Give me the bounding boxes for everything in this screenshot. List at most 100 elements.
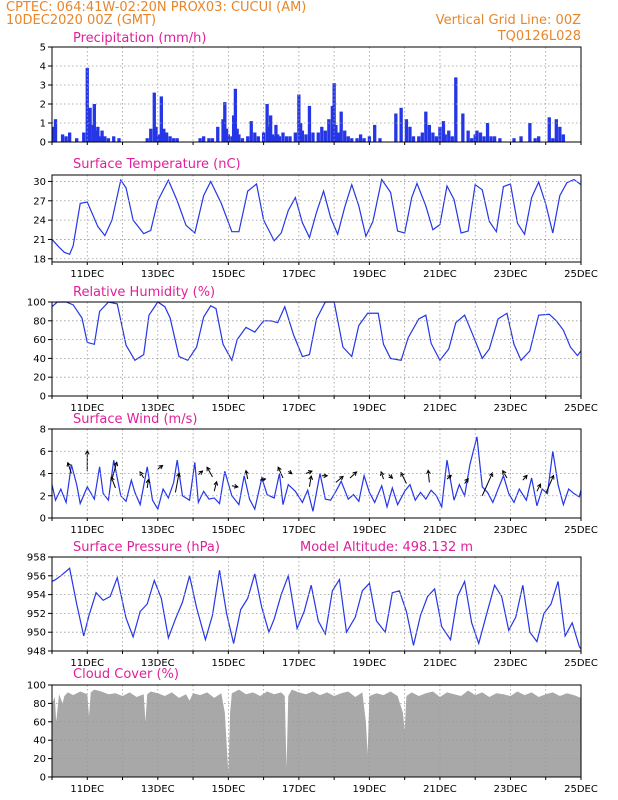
pressure-xtick-label: 21DEC	[423, 658, 457, 669]
wind-arrow-shaft	[213, 481, 218, 492]
wind-arrow	[522, 474, 528, 481]
header-grid-note: Vertical Grid Line: 00Z	[436, 13, 581, 28]
precip-bar	[399, 107, 403, 142]
precip-bar	[198, 138, 202, 142]
precip-ytick-label: 5	[40, 43, 46, 54]
temp-xtick-label: 17DEC	[282, 269, 316, 280]
precip-bar	[207, 138, 211, 142]
pressure-xtick-label: 13DEC	[141, 658, 175, 669]
precip-bar	[300, 130, 305, 142]
wind-arrow	[388, 474, 394, 479]
pressure-annotation: Model Altitude: 498.132 m	[300, 540, 473, 555]
cloud-xtick-label: 17DEC	[282, 784, 316, 795]
precip-bar	[226, 134, 230, 142]
precip-bar	[235, 128, 239, 142]
pressure-ytick-label: 948	[27, 647, 46, 658]
wind-arrow-shaft	[308, 475, 312, 487]
wind-xtick-label: 17DEC	[282, 525, 316, 536]
precip-bar	[112, 136, 116, 142]
cloud-ytick-label: 0	[40, 773, 46, 784]
wind-arrow	[335, 475, 344, 483]
wind-arrow-head	[488, 471, 494, 477]
precip-bar	[443, 134, 447, 142]
precip-ytick-label: 0	[40, 138, 46, 149]
wind-arrow	[426, 469, 431, 483]
wind-arrow-head	[400, 471, 405, 477]
wind-arrow-shaft	[277, 466, 284, 479]
pressure-ytick-label: 952	[27, 609, 46, 620]
precip-bar	[246, 136, 250, 142]
precip-bar	[240, 138, 245, 142]
precip-bar	[94, 130, 98, 142]
cloud-xtick-label: 21DEC	[423, 784, 457, 795]
temp-xtick-label: 23DEC	[494, 269, 528, 280]
rh-xtick-label: 23DEC	[494, 403, 528, 414]
precip-ytick-label: 1	[40, 119, 46, 130]
precip-bar	[434, 136, 439, 142]
precip-bar	[51, 126, 56, 142]
wind-arrow	[305, 470, 313, 475]
pressure-xtick-label: 17DEC	[282, 658, 316, 669]
cloud-xtick-label: 25DEC	[564, 784, 598, 795]
precip-bar	[175, 138, 179, 142]
precip-bar	[88, 107, 92, 142]
precip-bar	[411, 136, 416, 142]
wind-arrow-head	[176, 472, 181, 478]
precip-bar	[533, 138, 537, 142]
wind-arrow-head	[352, 471, 358, 476]
precip-bar	[350, 138, 354, 142]
precip-bar	[149, 128, 153, 142]
precip-bar	[447, 130, 451, 142]
precip-bar	[172, 138, 176, 142]
temp-ytick-label: 18	[33, 254, 46, 265]
precip-bar	[461, 113, 465, 142]
wind-xtick-label: 13DEC	[141, 525, 175, 536]
precip-bar	[482, 136, 486, 142]
rh-xtick-label: 19DEC	[353, 403, 387, 414]
precip-bar	[159, 96, 163, 142]
precip-bar	[417, 136, 421, 142]
temp-xtick-label: 15DEC	[211, 269, 245, 280]
pressure-series-line	[51, 567, 582, 650]
rh-ytick-label: 100	[27, 298, 46, 309]
cloud-ytick-label: 80	[33, 699, 46, 710]
precip-bar	[336, 132, 341, 142]
precip-bar	[343, 130, 347, 142]
pressure-xtick-label: 19DEC	[353, 658, 387, 669]
precip-bar	[450, 136, 454, 142]
cloud-title: Cloud Cover (%)	[73, 667, 179, 682]
rh-title: Relative Humidity (%)	[73, 285, 215, 300]
precip-bar	[152, 92, 156, 142]
wind-arrow-head	[523, 474, 528, 480]
pressure-frame	[51, 556, 582, 652]
wind-arrow-shaft	[139, 471, 145, 479]
precip-bar	[267, 126, 271, 142]
precip-bar	[106, 138, 111, 142]
precip-bar	[64, 136, 68, 142]
precip-bar	[332, 83, 336, 142]
wind-arrow-head	[502, 469, 507, 475]
precip-bar	[466, 130, 470, 142]
precip-bar	[92, 104, 96, 142]
precip-bar	[554, 119, 558, 142]
precip-bar	[470, 138, 474, 142]
wind-arrow-head	[110, 476, 115, 482]
precip-bar	[223, 102, 227, 142]
precip-bar	[117, 138, 121, 142]
wind-arrow	[174, 472, 181, 493]
wind-arrow-head	[84, 449, 90, 455]
wind-arrow-head	[158, 464, 164, 470]
precip-frame	[51, 46, 582, 143]
precip-bar	[327, 119, 331, 142]
wind-arrow	[198, 470, 204, 475]
precip-bar	[249, 121, 253, 142]
temp-ytick-label: 27	[33, 196, 46, 207]
precip-bar	[265, 104, 269, 142]
wind-ytick-label: 4	[40, 469, 46, 480]
wind-panel: 0 2 4 6 8 11DEC 13DEC 15DEC 17DEC 19DEC 21DEC 23DEC…	[40, 412, 598, 536]
temp-xtick-label: 21DEC	[423, 269, 457, 280]
wind-arrow	[206, 466, 213, 478]
temp-panel: 18 21 24 27 30 11DEC 13DEC 15DEC 17DEC 19DEC 21DEC…	[33, 157, 598, 280]
pressure-title: Surface Pressure (hPa)	[73, 540, 220, 555]
